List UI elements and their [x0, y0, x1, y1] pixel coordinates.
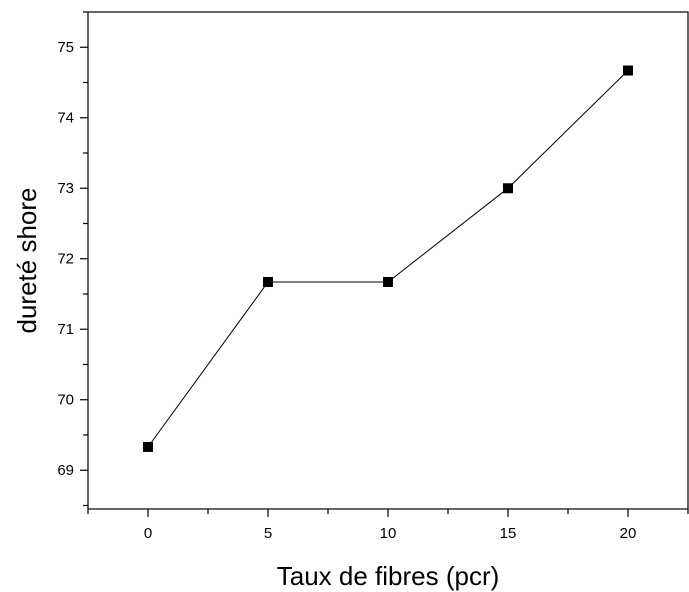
- y-tick-label: 74: [57, 110, 74, 127]
- data-point: [263, 277, 273, 288]
- y-axis: 69 70 71 72 73 74 75: [57, 11, 88, 507]
- y-tick-label: 73: [57, 180, 74, 197]
- data-point: [383, 277, 393, 288]
- y-tick-label: 70: [57, 392, 74, 409]
- plot-border: [87, 11, 689, 510]
- x-tick-label: 15: [500, 525, 517, 542]
- x-axis: 0 5 10 15 20: [87, 509, 689, 542]
- plot-frame: [87, 11, 689, 510]
- x-tick-label: 5: [264, 525, 272, 542]
- data-point: [143, 441, 153, 452]
- y-tick-label: 75: [57, 39, 74, 56]
- data-point: [623, 65, 633, 76]
- data-point: [503, 183, 513, 194]
- x-tick-label: 10: [380, 525, 397, 542]
- x-axis-title: Taux de fibres (pcr): [277, 561, 500, 591]
- x-tick-label: 20: [620, 525, 637, 542]
- y-tick-label: 71: [57, 321, 74, 338]
- series-line: [147, 70, 629, 448]
- y-tick-label: 72: [57, 251, 74, 268]
- x-tick-label: 0: [144, 525, 152, 542]
- data-series: [143, 65, 633, 452]
- y-tick-label: 69: [57, 462, 74, 479]
- y-axis-title: dureté shore: [12, 188, 42, 334]
